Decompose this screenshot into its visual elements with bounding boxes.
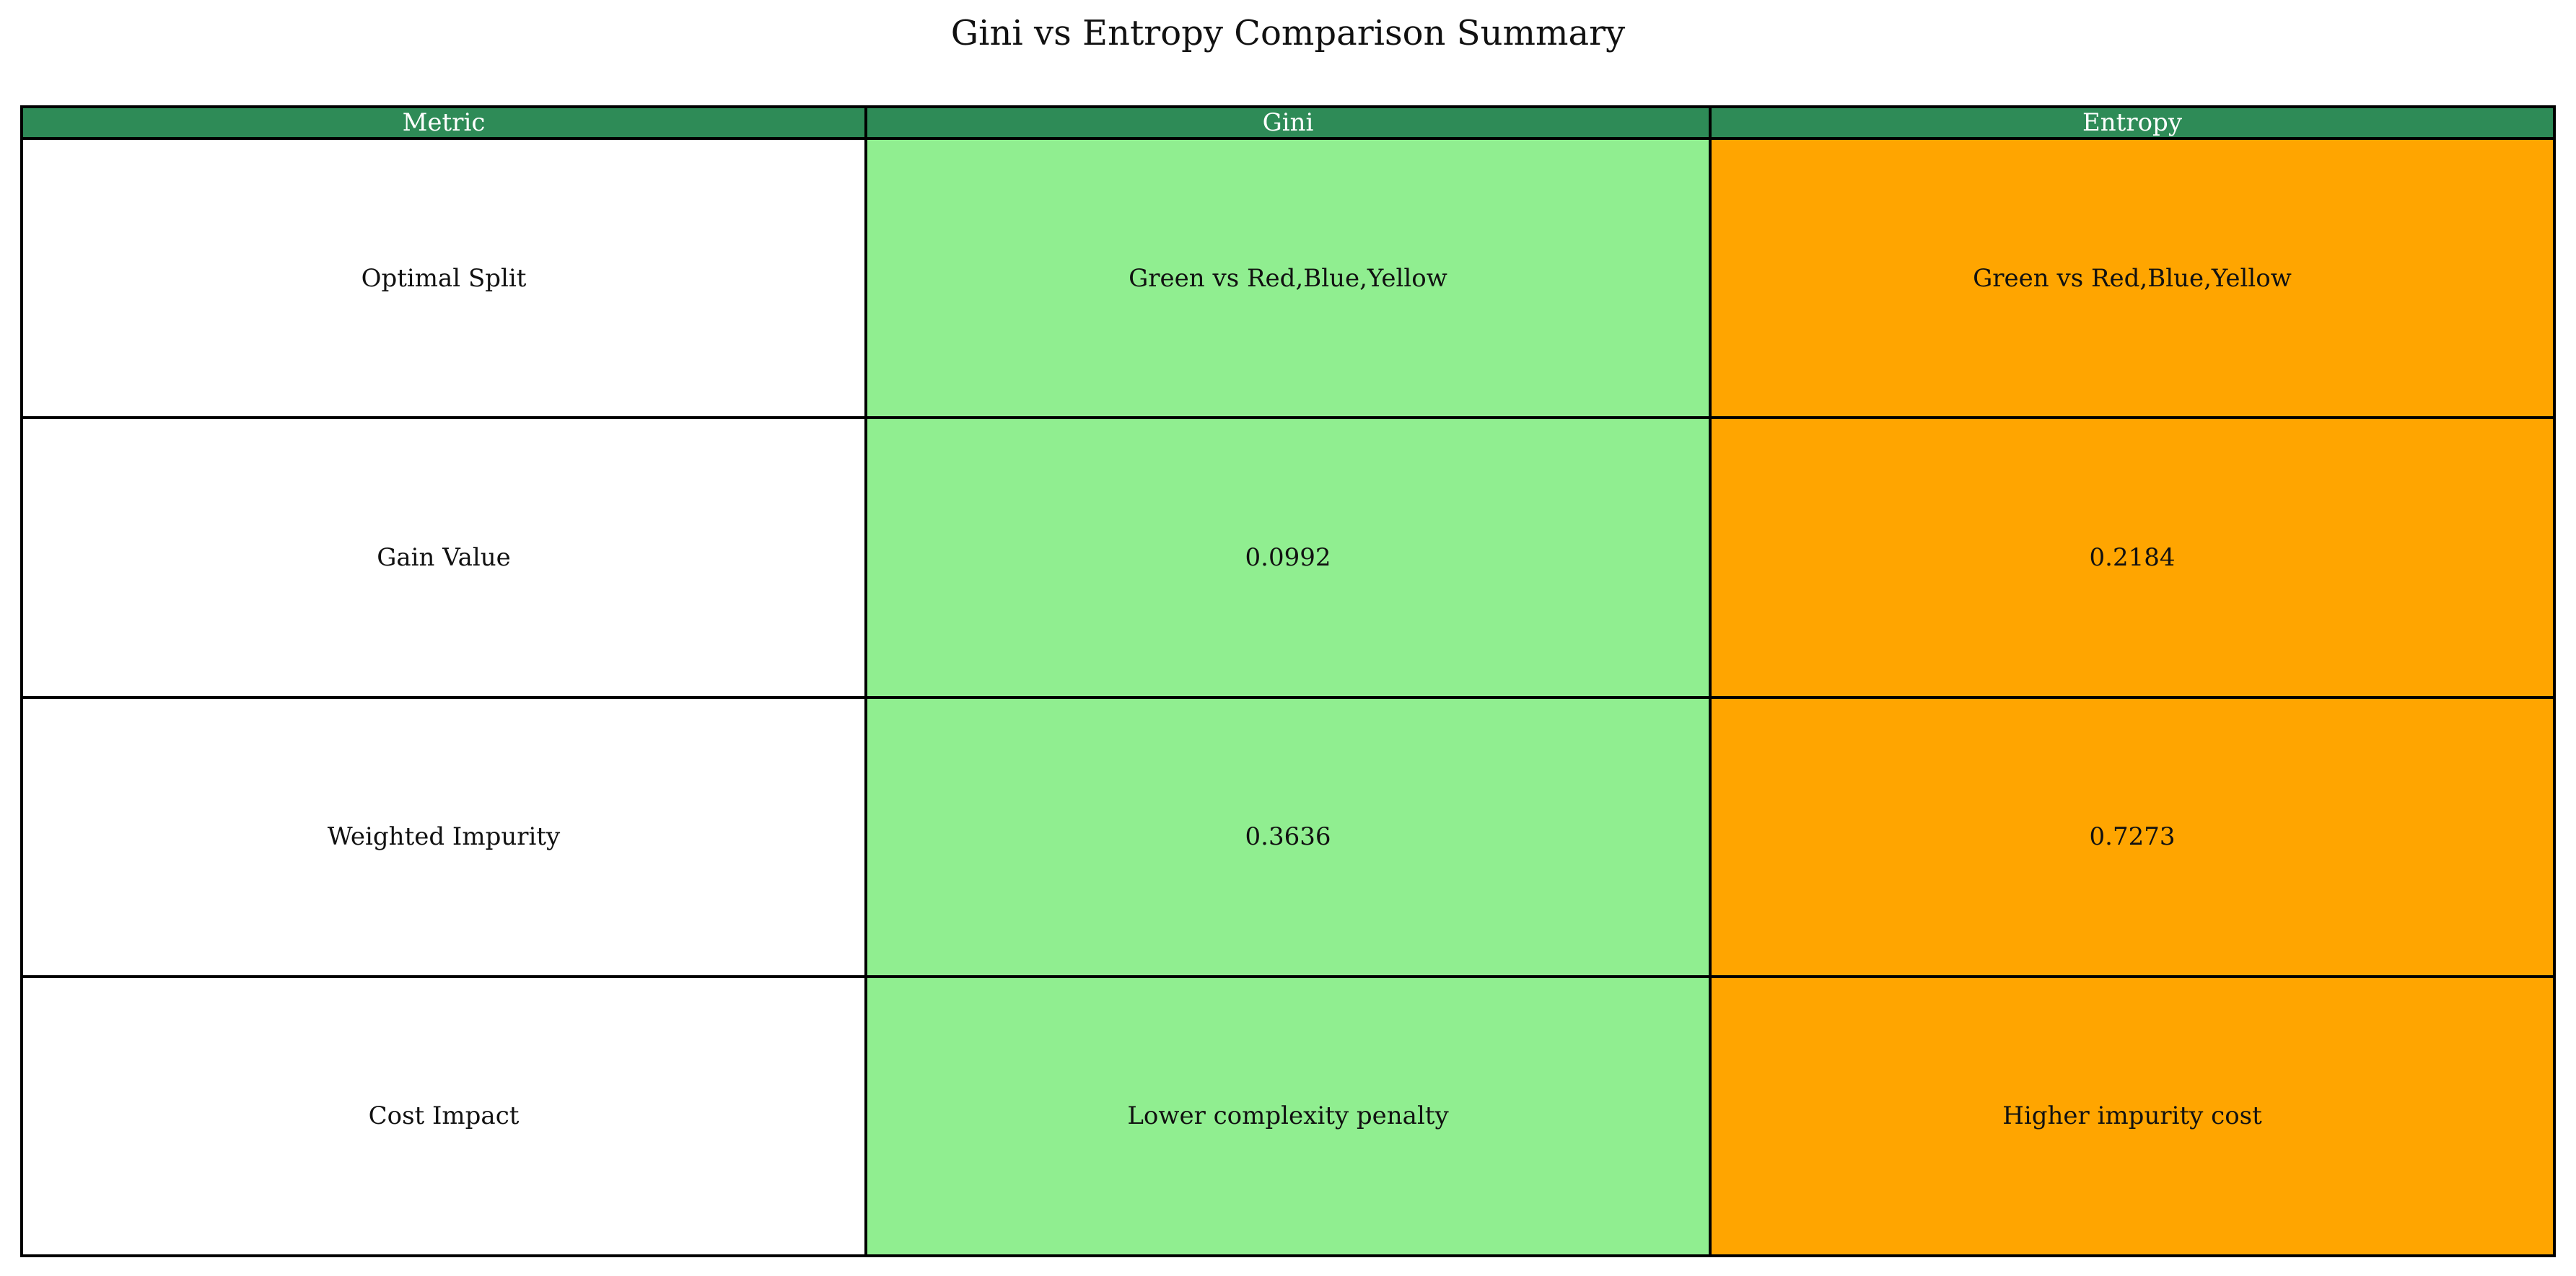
entropy-cell: Green vs Red,Blue,Yellow: [1709, 136, 2556, 420]
entropy-cell: 0.7273: [1709, 695, 2556, 978]
table-row: Gain Value 0.0992 0.2184: [20, 416, 2556, 699]
header-cell-metric: Metric: [20, 105, 867, 140]
table-row: Optimal Split Green vs Red,Blue,Yellow G…: [20, 136, 2556, 420]
metric-cell: Weighted Impurity: [20, 695, 867, 978]
gini-cell: Green vs Red,Blue,Yellow: [864, 136, 1712, 420]
gini-cell: 0.0992: [864, 416, 1712, 699]
entropy-cell: 0.2184: [1709, 416, 2556, 699]
header-cell-entropy: Entropy: [1709, 105, 2556, 140]
table-header-row: Metric Gini Entropy: [20, 105, 2556, 140]
chart-title: Gini vs Entropy Comparison Summary: [950, 13, 1626, 53]
metric-cell: Gain Value: [20, 416, 867, 699]
metric-cell: Optimal Split: [20, 136, 867, 420]
gini-cell: 0.3636: [864, 695, 1712, 978]
entropy-cell: Higher impurity cost: [1709, 974, 2556, 1258]
gini-cell: Lower complexity penalty: [864, 974, 1712, 1258]
comparison-table-container: Metric Gini Entropy Optimal Split Green …: [20, 105, 2556, 1258]
table-row: Weighted Impurity 0.3636 0.7273: [20, 695, 2556, 978]
table-row: Cost Impact Lower complexity penalty Hig…: [20, 974, 2556, 1258]
metric-cell: Cost Impact: [20, 974, 867, 1258]
comparison-table: Metric Gini Entropy Optimal Split Green …: [20, 105, 2556, 1258]
header-cell-gini: Gini: [864, 105, 1712, 140]
